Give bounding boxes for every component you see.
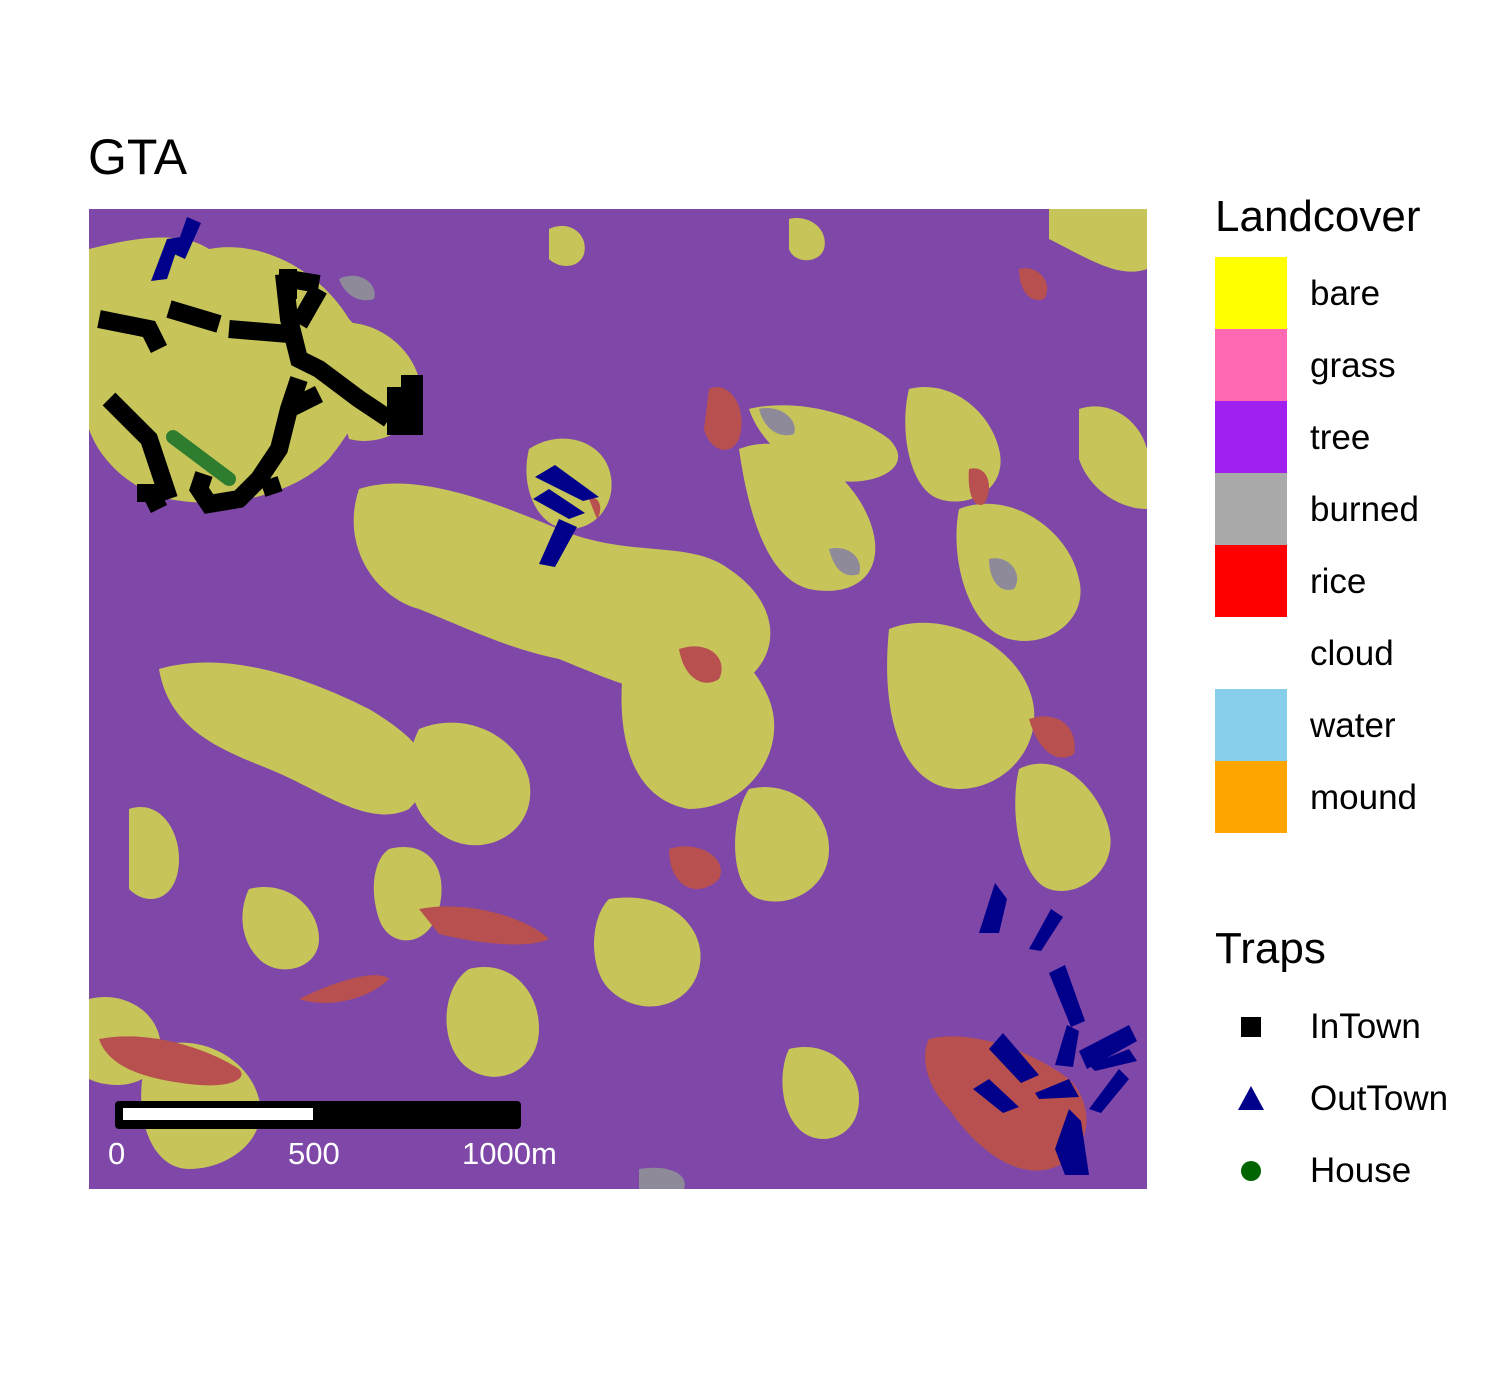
legend-swatch-mound: [1215, 761, 1287, 833]
legend-swatch-water: [1215, 689, 1287, 761]
legend-swatch-cloud: [1215, 617, 1287, 689]
outtown-trap-tracks: [151, 217, 1137, 1175]
house-trap-track: [166, 430, 236, 486]
scale-label-1000m: 1000m: [462, 1136, 557, 1171]
scale-label-500: 500: [288, 1136, 340, 1171]
traps-legend-title: Traps: [1215, 924, 1326, 973]
bare-patches: [89, 209, 1147, 1169]
legend-label-intown: InTown: [1310, 1007, 1421, 1046]
intown-trap-blocks: [137, 269, 423, 502]
map-panel[interactable]: [89, 209, 1147, 1189]
legend-swatch-tree: [1215, 401, 1287, 473]
landcover-map[interactable]: [89, 209, 1147, 1189]
legend-swatch-burned: [1215, 473, 1287, 545]
legend-swatch-bare: [1215, 257, 1287, 329]
intown-square-icon: [1241, 1017, 1261, 1037]
house-circle-icon: [1241, 1161, 1261, 1181]
legend-swatch-grass: [1215, 329, 1287, 401]
legend-label-cloud: cloud: [1310, 634, 1394, 673]
landcover-legend-title: Landcover: [1215, 192, 1421, 241]
map-title: GTA: [88, 129, 188, 185]
legend-label-house: House: [1310, 1151, 1412, 1190]
burned-patches: [339, 275, 1018, 1189]
scale-label-0: 0: [108, 1136, 126, 1171]
legend-label-burned: burned: [1310, 490, 1419, 529]
scale-bar-white-segment: [123, 1108, 313, 1120]
legend-label-mound: mound: [1310, 778, 1418, 817]
legend-label-grass: grass: [1310, 346, 1396, 385]
scale-bar: [115, 1101, 521, 1129]
outtown-triangle-icon: [1238, 1086, 1264, 1110]
legend-label-tree: tree: [1310, 418, 1371, 457]
legend-label-rice: rice: [1310, 562, 1367, 601]
legend-swatch-rice: [1215, 545, 1287, 617]
legend-label-bare: bare: [1310, 274, 1381, 313]
legend-label-outtown: OutTown: [1310, 1079, 1449, 1118]
legend-label-water: water: [1310, 706, 1396, 745]
